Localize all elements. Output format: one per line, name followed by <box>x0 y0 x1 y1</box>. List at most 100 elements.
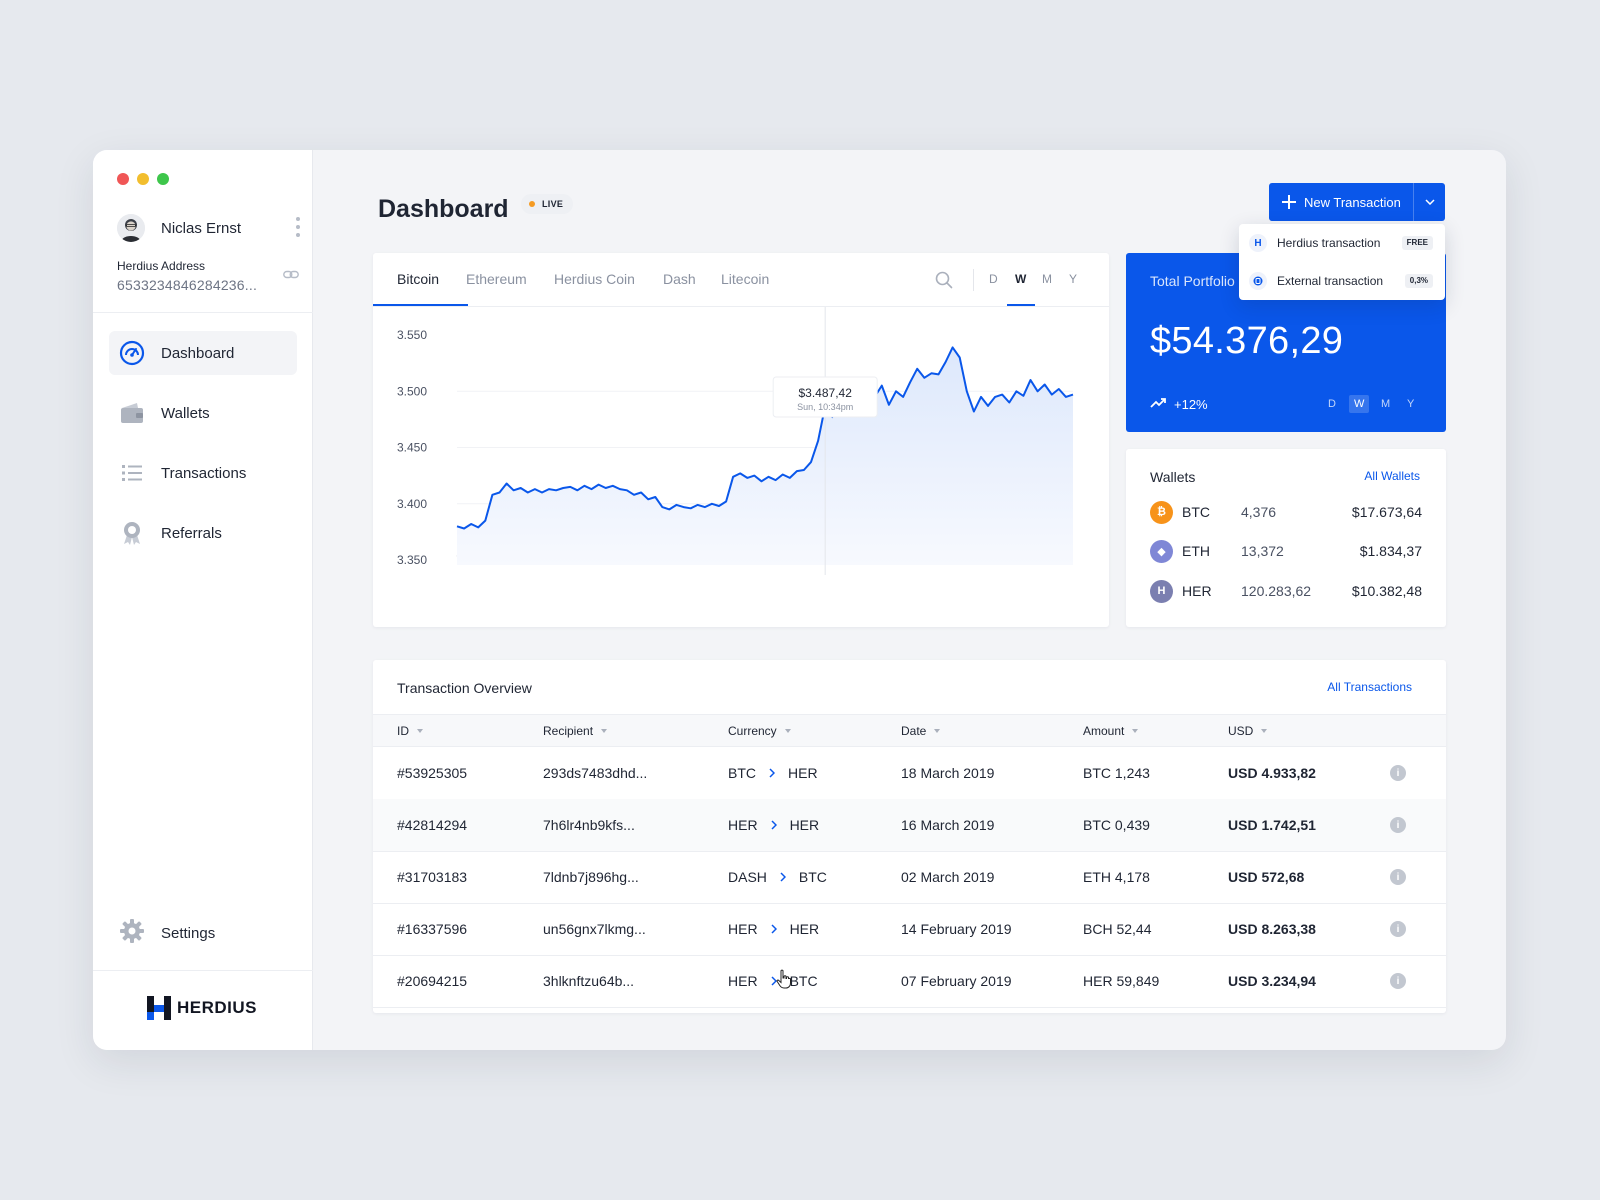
table-row[interactable]: #16337596 un56gnx7lkmg... HER HER 14 Februar… <box>373 903 1446 956</box>
chevron-down-icon[interactable] <box>1421 194 1439 210</box>
period-week[interactable]: W <box>1015 272 1027 286</box>
info-icon[interactable]: i <box>1390 869 1406 885</box>
tab-herdius-coin[interactable]: Herdius Coin <box>554 271 635 287</box>
cell-currency: HER HER <box>728 817 819 833</box>
app-window: Niclas Ernst Herdius Address 65332348462… <box>93 150 1506 1050</box>
cell-recipient: 3hlknftzu64b... <box>543 973 635 989</box>
tab-litecoin[interactable]: Litecoin <box>721 271 770 287</box>
table-row[interactable]: #42814294 7h6lr4nb9kfs... HER HER 16 March 2… <box>373 799 1446 852</box>
cell-date: 18 March 2019 <box>901 765 995 781</box>
y-tick-label: 3.550 <box>397 328 427 342</box>
tooltip-time: Sun, 10:34pm <box>797 402 853 412</box>
settings-label: Settings <box>161 924 216 942</box>
portfolio-period-week[interactable]: W <box>1349 395 1370 413</box>
sidebar-item-referrals[interactable]: Referrals <box>109 511 297 555</box>
portfolio-change: +12% <box>1150 397 1208 412</box>
chevron-right-icon <box>768 819 780 831</box>
cell-date: 07 February 2019 <box>901 973 1012 989</box>
tab-ethereum[interactable]: Ethereum <box>466 271 527 287</box>
sidebar-item-dashboard[interactable]: Dashboard <box>109 331 297 375</box>
award-icon <box>119 520 145 546</box>
wallet-usd: $17.673,64 <box>1351 504 1422 520</box>
info-icon[interactable]: i <box>1390 921 1406 937</box>
page-title: Dashboard <box>378 195 509 223</box>
menu-item-external-transaction[interactable]: External transaction 0,3% <box>1239 262 1445 300</box>
maximize-window-button[interactable] <box>157 173 169 185</box>
sidebar-item-transactions[interactable]: Transactions <box>109 451 297 495</box>
avatar <box>117 214 145 242</box>
cell-id: #16337596 <box>397 921 468 937</box>
minimize-window-button[interactable] <box>137 173 149 185</box>
wallet-row-her[interactable]: H HER 120.283,62 $10.382,48 <box>1150 579 1422 603</box>
column-label: Currency <box>728 724 777 738</box>
table-row[interactable]: #31703183 7ldnb7j896hg... DASH BTC 02 March … <box>373 851 1446 904</box>
fee-badge: FREE <box>1401 236 1433 250</box>
period-day[interactable]: D <box>989 272 998 286</box>
cell-currency: DASH BTC <box>728 869 827 885</box>
close-window-button[interactable] <box>117 173 129 185</box>
column-label: Amount <box>1083 724 1125 738</box>
cell-currency: HER HER <box>728 921 819 937</box>
sort-caret-icon <box>601 729 608 733</box>
copy-link-icon[interactable] <box>283 267 299 285</box>
info-icon[interactable]: i <box>1390 765 1406 781</box>
tab-bitcoin[interactable]: Bitcoin <box>397 271 440 287</box>
info-icon[interactable]: i <box>1390 973 1406 989</box>
info-icon[interactable]: i <box>1390 817 1406 833</box>
chevron-right-icon <box>777 871 789 883</box>
user-name: Niclas Ernst <box>161 219 242 237</box>
column-recipient[interactable]: Recipient <box>543 724 608 738</box>
address-value: 6533234846284236... <box>117 277 258 293</box>
price-chart[interactable]: 3.5503.5003.4503.4003.350ThuFriSatSunMon… <box>373 307 1109 627</box>
wallet-amount: 13,372 <box>1241 543 1284 559</box>
transaction-overview-card: Transaction Overview All Transactions ID… <box>373 660 1446 1013</box>
table-row[interactable]: #20694215 3hlknftzu64b... HER BTC 07 Februar… <box>373 955 1446 1008</box>
portfolio-period-month[interactable]: M <box>1381 398 1391 410</box>
sidebar-item-label: Transactions <box>161 464 247 482</box>
column-id[interactable]: ID <box>397 724 423 738</box>
cell-date: 02 March 2019 <box>901 869 995 885</box>
currency-to: HER <box>789 921 820 937</box>
sidebar-divider <box>93 970 313 971</box>
cell-usd: USD 572,68 <box>1228 869 1305 885</box>
transactions-title: Transaction Overview <box>397 680 532 696</box>
active-tab-indicator <box>373 304 468 306</box>
currency-from: HER <box>728 817 758 833</box>
cell-recipient: 7ldnb7j896hg... <box>543 869 639 885</box>
new-transaction-label: New Transaction <box>1304 194 1401 210</box>
sidebar-item-settings[interactable]: Settings <box>119 918 216 946</box>
all-transactions-link[interactable]: All Transactions <box>1327 680 1412 694</box>
plus-icon <box>1282 195 1296 209</box>
wallet-row-eth[interactable]: ◆ ETH 13,372 $1.834,37 <box>1150 539 1422 563</box>
sidebar-item-wallets[interactable]: Wallets <box>109 391 297 435</box>
column-usd[interactable]: USD <box>1228 724 1268 738</box>
toolbar-divider <box>973 269 974 291</box>
wallet-row-btc[interactable]: ₿ BTC 4,376 $17.673,64 <box>1150 500 1422 524</box>
column-amount[interactable]: Amount <box>1083 724 1139 738</box>
tab-dash[interactable]: Dash <box>663 271 696 287</box>
menu-item-herdius-transaction[interactable]: H Herdius transaction FREE <box>1239 224 1445 262</box>
sidebar-item-label: Wallets <box>161 404 210 422</box>
user-profile[interactable]: Niclas Ernst <box>117 213 307 243</box>
cell-amount: BCH 52,44 <box>1083 921 1152 937</box>
bitcoin-icon: ₿ <box>1150 500 1173 524</box>
all-wallets-link[interactable]: All Wallets <box>1364 469 1420 483</box>
column-currency[interactable]: Currency <box>728 724 791 738</box>
y-tick-label: 3.500 <box>397 384 427 398</box>
table-row[interactable]: #53925305 293ds7483dhd... BTC HER 18 March 2… <box>373 747 1446 800</box>
period-year[interactable]: Y <box>1069 272 1078 286</box>
new-transaction-button[interactable]: New Transaction <box>1269 183 1445 221</box>
y-tick-label: 3.350 <box>397 553 427 567</box>
column-date[interactable]: Date <box>901 724 941 738</box>
search-icon[interactable] <box>935 271 953 294</box>
wallet-amount: 120.283,62 <box>1241 583 1312 599</box>
portfolio-period-day[interactable]: D <box>1328 398 1336 410</box>
chevron-right-icon <box>768 923 780 935</box>
period-month[interactable]: M <box>1042 272 1052 286</box>
wallet-symbol: HER <box>1182 583 1212 599</box>
sort-caret-icon <box>784 729 791 733</box>
herdius-logo-icon <box>147 996 171 1020</box>
table-header: ID Recipient Currency Date Amount USD <box>373 714 1446 747</box>
portfolio-period-year[interactable]: Y <box>1407 398 1415 410</box>
more-options-icon[interactable] <box>295 217 301 237</box>
